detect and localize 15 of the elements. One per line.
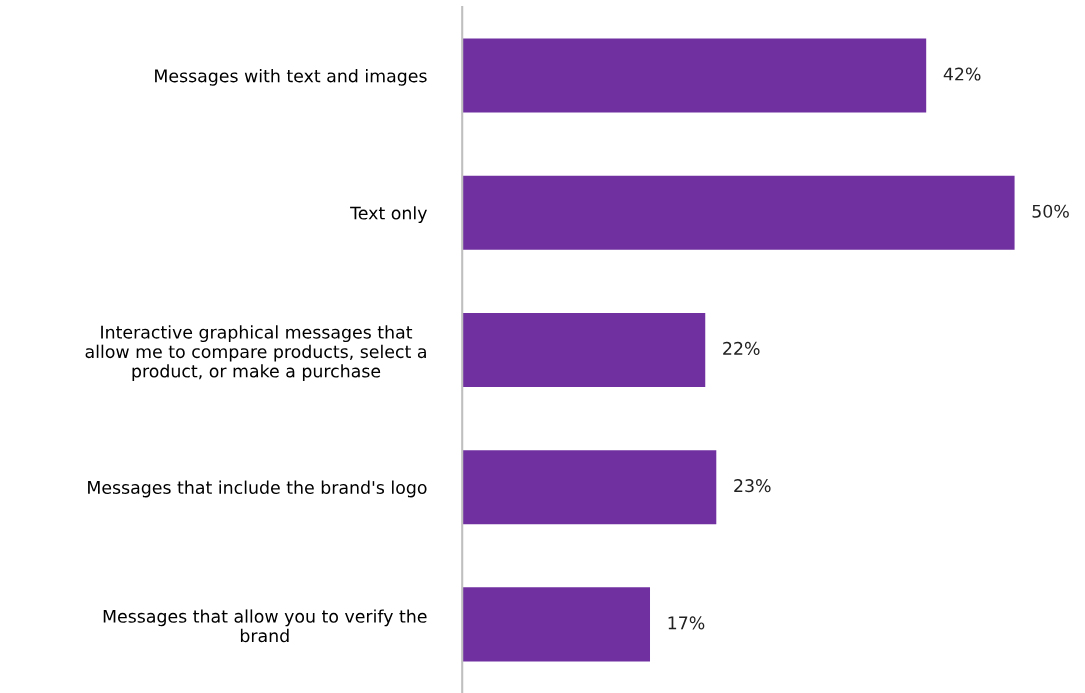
y-tick-label: Text only [350,206,427,223]
data-label: 42% [943,67,981,81]
bar [462,175,1015,250]
bar [462,587,651,662]
y-tick-label: Messages that include the brand's logo [88,480,427,498]
bar [462,450,717,525]
data-label: 17% [668,616,705,630]
y-tick-label: Messages that allow you to verify the brand [103,609,427,643]
y-tick-label: Interactive graphical messages that allow me to compare products, select a product, or make a purchase [85,325,426,381]
bar [462,312,706,388]
y-tick-label: Messages with text and images [155,68,427,86]
data-label: 23% [734,479,771,493]
data-label: 50% [1032,204,1069,218]
data-label: 22% [723,341,760,355]
bar [462,38,927,113]
